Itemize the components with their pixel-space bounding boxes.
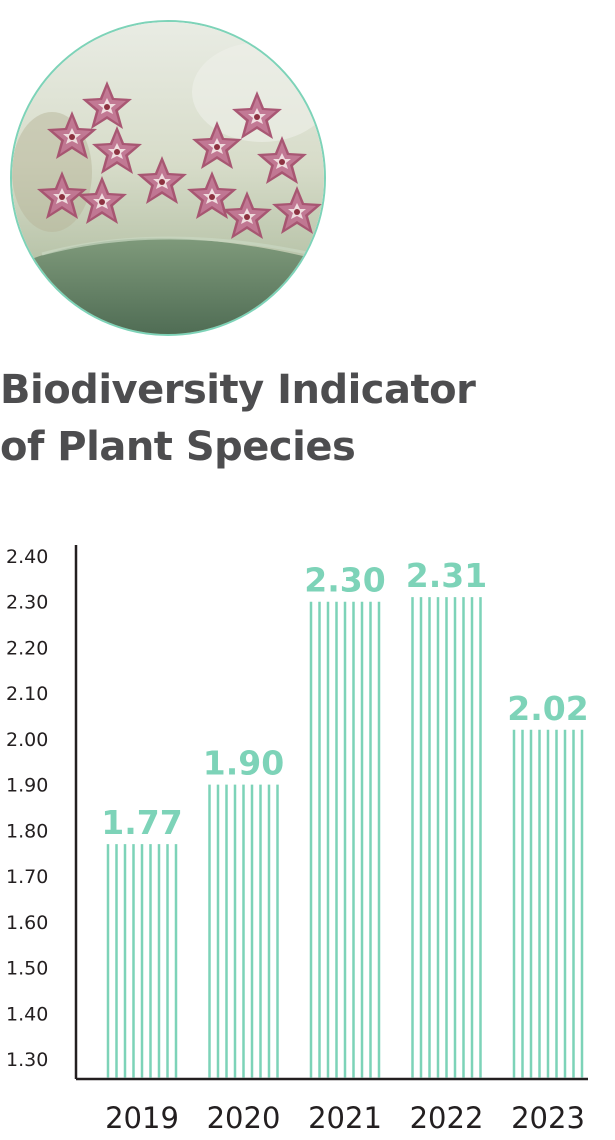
x-category-label: 2020 — [207, 1101, 281, 1135]
bars — [106, 597, 584, 1078]
value-label: 2.30 — [304, 561, 385, 600]
bar-2023 — [512, 729, 584, 1078]
y-tick-label: 1.70 — [6, 866, 48, 888]
value-label: 1.77 — [101, 803, 182, 842]
x-category-label: 2022 — [410, 1101, 484, 1135]
x-category-label: 2021 — [308, 1101, 382, 1135]
title-line-2: of Plant Species — [0, 424, 356, 470]
bar-2019 — [106, 844, 178, 1078]
bar-2021 — [309, 601, 381, 1078]
y-tick-label: 1.80 — [6, 820, 48, 842]
bar-2020 — [208, 784, 279, 1078]
value-label: 2.31 — [406, 556, 487, 595]
y-tick-label: 1.40 — [6, 1003, 48, 1025]
value-labels: 1.77 1.90 2.30 2.31 2.02 — [101, 556, 588, 842]
y-tick-label: 2.20 — [6, 637, 48, 659]
y-tick-label: 1.90 — [6, 775, 48, 797]
x-category-label: 2023 — [511, 1101, 585, 1135]
y-tick-label: 2.00 — [6, 729, 48, 751]
y-tick-label: 1.60 — [6, 912, 48, 934]
title-line-1: Biodiversity Indicator — [0, 367, 476, 413]
x-axis-labels: 2019 2020 2021 2022 2023 — [105, 1101, 585, 1135]
y-tick-label: 2.10 — [6, 683, 48, 705]
x-category-label: 2019 — [105, 1101, 179, 1135]
chart-title: Biodiversity Indicator of Plant Species — [0, 362, 610, 476]
value-label: 2.02 — [507, 689, 588, 728]
y-tick-label: 2.40 — [6, 546, 48, 568]
value-label: 1.90 — [203, 744, 284, 783]
bar-2022 — [411, 597, 482, 1078]
y-axis-ticks: 1.30 1.40 1.50 1.60 1.70 1.80 1.90 2.00 2.10 2.20… — [6, 546, 48, 1071]
y-tick-label: 1.50 — [6, 958, 48, 980]
y-tick-label: 1.30 — [6, 1049, 48, 1071]
y-tick-label: 2.30 — [6, 592, 48, 614]
